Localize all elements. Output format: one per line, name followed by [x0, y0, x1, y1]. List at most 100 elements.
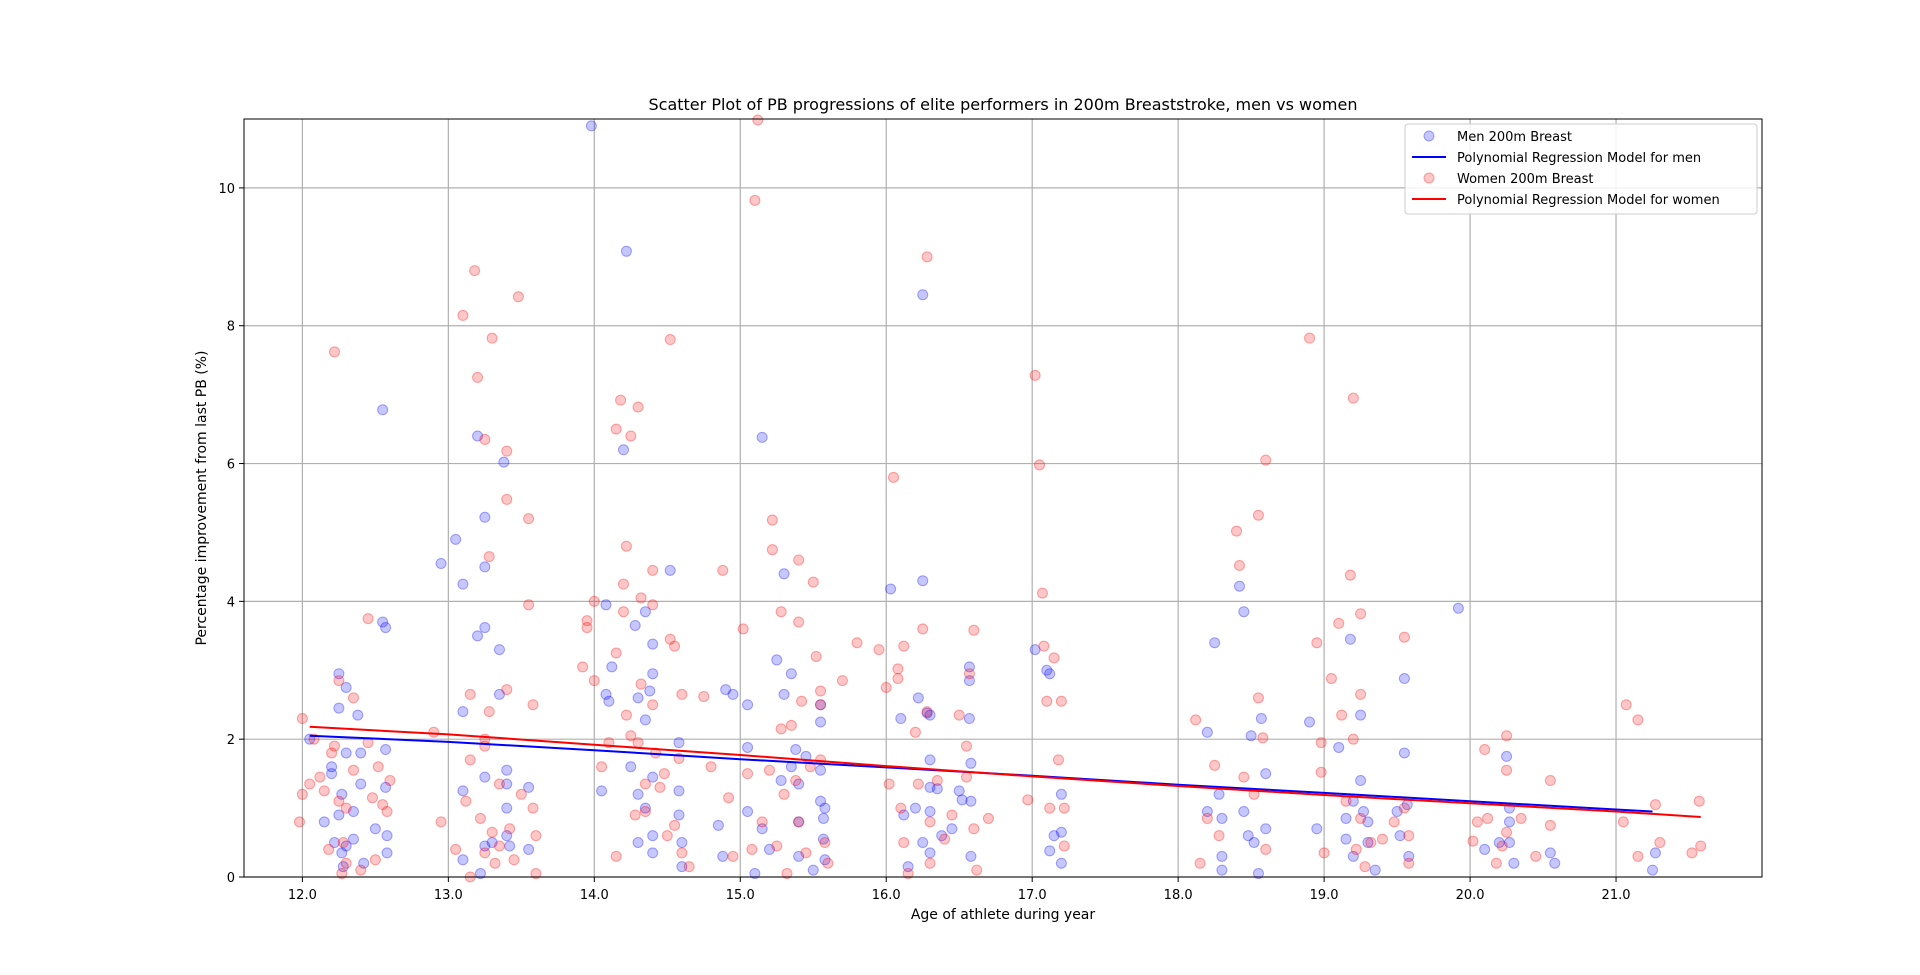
- women-point: [658, 768, 670, 780]
- women-point: [785, 719, 797, 731]
- women-point: [620, 540, 632, 552]
- women-point: [1238, 771, 1250, 783]
- women-point: [581, 622, 593, 634]
- women-point: [961, 740, 973, 752]
- men-point: [1233, 580, 1245, 592]
- men-point: [1391, 806, 1403, 818]
- women-point: [766, 514, 778, 526]
- men-point: [1355, 709, 1367, 721]
- x-tick-label: 18.0: [1164, 888, 1193, 903]
- y-tick-label: 8: [227, 320, 235, 335]
- men-point: [1248, 837, 1260, 849]
- men-point: [1055, 788, 1067, 800]
- men-point: [501, 830, 513, 842]
- men-point: [340, 840, 352, 852]
- men-point: [742, 699, 754, 711]
- women-point: [304, 778, 316, 790]
- women-point: [1033, 459, 1045, 471]
- men-point: [1508, 857, 1520, 869]
- women-point: [749, 194, 761, 206]
- men-point: [647, 771, 659, 783]
- women-point: [460, 795, 472, 807]
- men-point: [486, 837, 498, 849]
- women-point: [912, 778, 924, 790]
- men-point: [1394, 830, 1406, 842]
- men-point: [1362, 816, 1374, 828]
- women-point: [1347, 733, 1359, 745]
- men-point: [815, 764, 827, 776]
- women-point: [610, 647, 622, 659]
- women-point: [1377, 833, 1388, 845]
- women-point: [1201, 812, 1213, 824]
- women-point: [632, 401, 644, 413]
- women-point: [698, 690, 710, 702]
- men-point: [479, 840, 491, 852]
- women-point: [931, 775, 943, 787]
- men-point: [817, 833, 829, 845]
- men-point: [763, 843, 775, 855]
- women-point: [723, 792, 735, 804]
- x-tick-label: 17.0: [1018, 888, 1047, 903]
- women-point: [1022, 794, 1034, 806]
- women-point: [340, 857, 352, 869]
- men-point: [712, 819, 724, 831]
- men-point: [435, 557, 447, 569]
- women-point: [1055, 695, 1067, 707]
- women-point: [333, 675, 345, 687]
- men-point: [596, 785, 608, 797]
- women-point: [479, 433, 491, 445]
- men-point: [585, 120, 597, 132]
- women-point: [1355, 688, 1367, 700]
- men-point: [953, 785, 965, 797]
- women-point: [483, 551, 495, 563]
- women-point: [664, 633, 676, 645]
- women-point: [1058, 802, 1070, 814]
- women-point: [763, 764, 775, 776]
- men-point: [1044, 668, 1056, 680]
- women-point: [527, 699, 539, 711]
- women-point: [581, 615, 593, 627]
- women-point: [1213, 830, 1225, 842]
- women-point: [1260, 843, 1272, 855]
- women-point: [705, 761, 717, 773]
- men-point: [793, 816, 805, 828]
- women-point: [664, 334, 676, 346]
- women-point: [486, 332, 498, 344]
- x-tick-label: 15.0: [726, 888, 755, 903]
- men-point: [629, 619, 641, 631]
- men-point: [457, 785, 469, 797]
- women-point: [501, 493, 513, 505]
- women-point: [982, 812, 994, 824]
- women-point: [800, 847, 812, 859]
- regression-lines: [309, 725, 1701, 818]
- men-point: [742, 741, 754, 753]
- men-point: [523, 781, 535, 793]
- women-point: [504, 823, 516, 835]
- women-point: [328, 740, 340, 752]
- women-point: [1252, 692, 1264, 704]
- men-point: [333, 702, 345, 714]
- women-point: [469, 265, 481, 277]
- legend-marker-men-200m-breast: [1423, 130, 1435, 142]
- women-point: [1257, 732, 1269, 744]
- women-point: [752, 114, 764, 126]
- men-point: [1311, 823, 1323, 835]
- men-point: [1549, 857, 1561, 869]
- women-point: [639, 806, 651, 818]
- women-point: [1333, 617, 1345, 629]
- women-point: [493, 778, 505, 790]
- men-point: [493, 644, 505, 656]
- men-point: [1362, 837, 1374, 849]
- men-point: [472, 630, 484, 642]
- men-point: [1255, 713, 1267, 725]
- men-point: [793, 778, 805, 790]
- men-point: [1201, 726, 1213, 738]
- y-axis-ticks: 0 2 4 6 8 10: [218, 182, 244, 886]
- men-point: [1216, 864, 1228, 876]
- women-point: [892, 663, 904, 675]
- men-point: [380, 744, 392, 756]
- women-point: [1336, 709, 1348, 721]
- men-point: [340, 682, 352, 693]
- men-point: [647, 830, 659, 842]
- women-point: [781, 868, 793, 880]
